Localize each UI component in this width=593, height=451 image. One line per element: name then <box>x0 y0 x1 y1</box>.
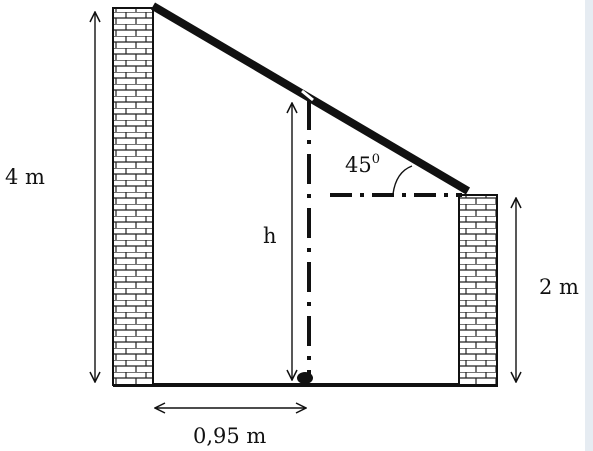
angle-value: 45 <box>345 153 372 177</box>
right-brick-wall <box>458 194 498 386</box>
beam-break-mark <box>301 89 314 102</box>
left-wall-height-label: 4 m <box>5 165 45 189</box>
angle-degree-mark: 0 <box>372 152 380 167</box>
angle-label: 450 <box>345 152 380 177</box>
right-edge-strip <box>585 0 593 451</box>
base-distance-label: 0,95 m <box>193 424 266 448</box>
unknown-height-label: h <box>263 224 277 248</box>
right-wall-height-label: 2 m <box>539 275 579 299</box>
angle-arc <box>392 165 413 195</box>
left-brick-wall <box>112 7 154 386</box>
post-base <box>297 372 313 384</box>
